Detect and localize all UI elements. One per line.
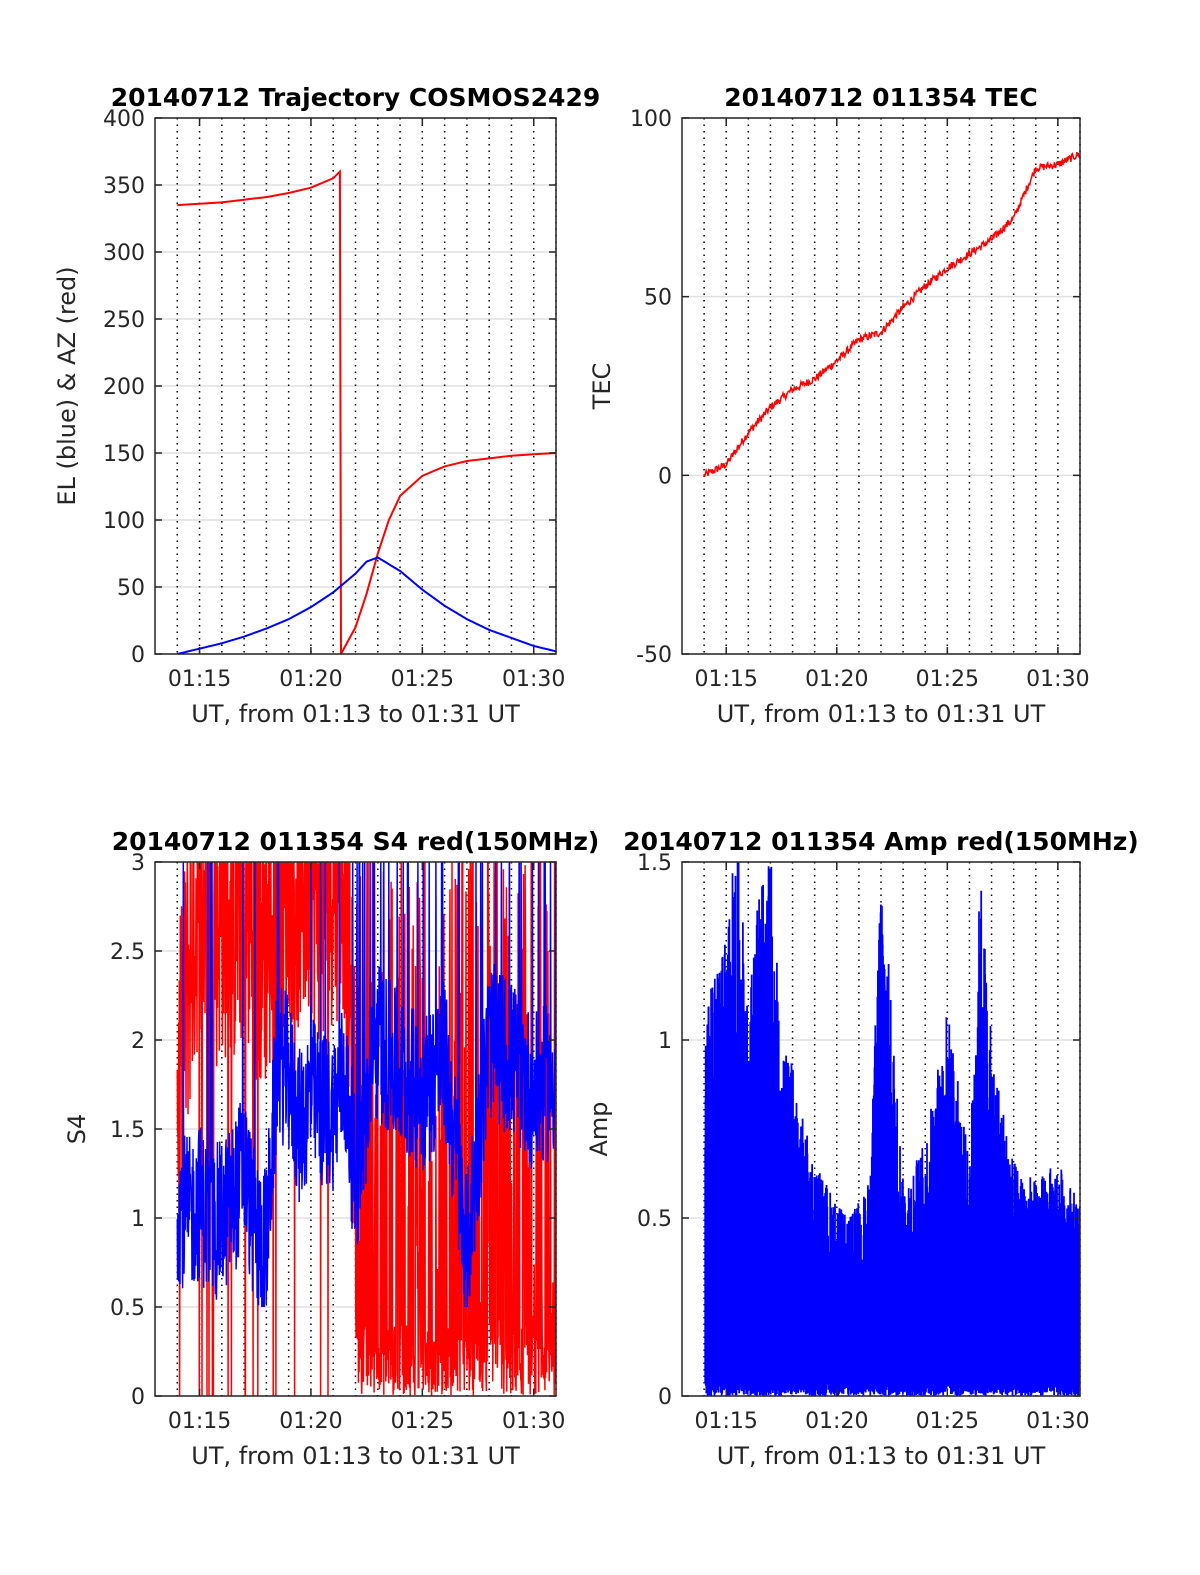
y-tick-label: -50 (636, 643, 672, 668)
panel-title: 20140712 011354 TEC (724, 83, 1037, 112)
series-line-el (176, 556, 556, 654)
x-tick-label: 01:25 (391, 667, 454, 692)
x-tick-label: 01:30 (502, 1409, 565, 1434)
y-tick-label: 0.5 (637, 1207, 672, 1232)
y-tick-label: 1.5 (637, 851, 672, 876)
panel-1: 0 50 100 150 200 250 300 350 400 01:15 01:20 01:25 0… (53, 83, 600, 728)
panel-title: 20140712 011354 Amp red(150MHz) (623, 827, 1139, 856)
y-tick-label: 400 (103, 107, 145, 132)
y-tick-label: 2 (131, 1029, 145, 1054)
panel-2: -50 0 50 100 01:15 01:20 01:25 01:30 20140712 01… (588, 83, 1090, 728)
series-line-az (177, 169, 556, 654)
x-tick-label: 01:20 (279, 667, 342, 692)
y-tick-label: 1 (131, 1207, 145, 1232)
x-tick-label: 01:20 (805, 1409, 868, 1434)
y-tick-label: 50 (117, 576, 145, 601)
x-axis-label: UT, from 01:13 to 01:31 UT (191, 700, 520, 728)
y-axis-label: S4 (63, 1114, 91, 1145)
x-axis-label: UT, from 01:13 to 01:31 UT (717, 1442, 1046, 1470)
panel-3: 0 0.5 1 1.5 2 2.5 3 01:15 01:20 01:25 01:30 2014071… (63, 827, 600, 1470)
y-tick-label: 150 (103, 442, 145, 467)
y-tick-label: 350 (103, 174, 145, 199)
x-tick-label: 01:15 (168, 1409, 231, 1434)
x-tick-label: 01:20 (279, 1409, 342, 1434)
y-tick-label: 0.5 (110, 1296, 145, 1321)
y-tick-label: 2.5 (110, 940, 145, 965)
x-tick-label: 01:25 (391, 1409, 454, 1434)
plot-area (703, 151, 1080, 477)
series-line-s4-blue (176, 862, 556, 1308)
y-tick-label: 250 (103, 308, 145, 333)
x-tick-label: 01:25 (916, 667, 979, 692)
y-tick-label: 100 (103, 509, 145, 534)
panel-title: 20140712 011354 S4 red(150MHz) (112, 827, 600, 856)
y-tick-label: 100 (630, 107, 672, 132)
y-tick-label: 300 (103, 241, 145, 266)
y-axis-label: TEC (588, 363, 616, 411)
y-axis-label: EL (blue) & AZ (red) (53, 266, 81, 505)
plot-area (704, 862, 1080, 1396)
x-tick-label: 01:15 (168, 667, 231, 692)
series-line-tec (703, 151, 1080, 477)
y-tick-label: 1 (658, 1029, 672, 1054)
x-tick-label: 01:25 (916, 1409, 979, 1434)
y-tick-label: 3 (131, 851, 145, 876)
y-tick-label: 0 (658, 1385, 672, 1410)
x-axis-label: UT, from 01:13 to 01:31 UT (717, 700, 1046, 728)
x-axis-label: UT, from 01:13 to 01:31 UT (191, 1442, 520, 1470)
y-axis-label: Amp (585, 1101, 613, 1156)
x-tick-label: 01:20 (805, 667, 868, 692)
y-tick-label: 0 (131, 643, 145, 668)
y-tick-label: 50 (644, 286, 672, 311)
y-tick-label: 1.5 (110, 1118, 145, 1143)
plot-area (176, 169, 556, 654)
plot-area (176, 862, 556, 1396)
x-tick-label: 01:30 (1026, 1409, 1089, 1434)
x-tick-label: 01:30 (1026, 667, 1089, 692)
panel-4: 0 0.5 1 1.5 01:15 01:20 01:25 01:30 20140712 011… (585, 827, 1139, 1470)
y-tick-label: 0 (658, 464, 672, 489)
y-tick-label: 0 (131, 1385, 145, 1410)
y-tick-label: 200 (103, 375, 145, 400)
axes-frame (681, 117, 1081, 655)
axes-frame (681, 861, 1081, 1397)
panel-title: 20140712 Trajectory COSMOS2429 (111, 83, 601, 112)
series-line-amp (704, 862, 1080, 1396)
x-tick-label: 01:15 (695, 667, 758, 692)
x-tick-label: 01:15 (695, 1409, 758, 1434)
x-tick-label: 01:30 (502, 667, 565, 692)
